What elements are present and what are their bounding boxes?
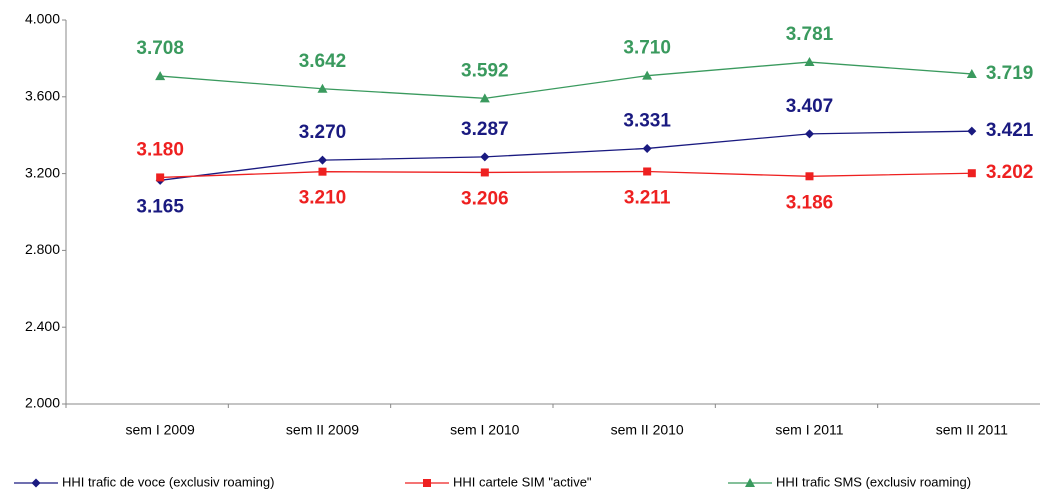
data-label: 3.180: [136, 139, 184, 160]
legend-label: HHI cartele SIM "active": [453, 474, 592, 489]
legend-marker: [31, 478, 41, 488]
x-tick-label: sem I 2011: [775, 422, 843, 438]
x-tick-label: sem II 2011: [936, 422, 1008, 438]
data-label: 3.407: [786, 96, 834, 117]
y-tick-label: 4.000: [25, 11, 60, 27]
point: [642, 70, 653, 80]
legend-label: HHI trafic SMS (exclusiv roaming): [776, 474, 971, 489]
point: [805, 172, 814, 181]
data-label: 3.642: [299, 51, 347, 72]
data-label: 3.331: [623, 110, 671, 131]
data-label: 3.719: [986, 63, 1034, 84]
point: [317, 155, 327, 165]
point: [967, 169, 976, 178]
point: [480, 152, 490, 162]
y-tick-label: 3.200: [25, 164, 60, 180]
series-line: [160, 130, 972, 181]
data-label: 3.592: [461, 60, 509, 81]
data-label: 3.781: [786, 24, 834, 45]
x-tick-label: sem II 2009: [286, 422, 359, 438]
point: [156, 173, 165, 182]
data-label: 3.710: [623, 38, 671, 59]
point: [318, 167, 327, 176]
point: [967, 126, 977, 136]
x-tick-label: sem I 2009: [126, 422, 195, 438]
series-line: [160, 170, 972, 179]
data-label: 3.210: [299, 188, 347, 209]
point: [804, 57, 815, 67]
data-label: 3.202: [986, 162, 1034, 183]
point: [479, 93, 490, 103]
data-label: 3.186: [786, 192, 834, 213]
y-tick-label: 3.600: [25, 88, 60, 104]
series-line: [160, 61, 972, 99]
data-label: 3.206: [461, 188, 509, 209]
x-tick-label: sem I 2010: [450, 422, 519, 438]
point: [804, 129, 814, 139]
point: [643, 167, 652, 176]
point: [317, 83, 328, 93]
data-label: 3.165: [136, 196, 184, 217]
point: [966, 68, 977, 78]
point: [642, 143, 652, 153]
point: [155, 71, 166, 81]
x-tick-label: sem II 2010: [611, 422, 684, 438]
y-tick-label: 2.000: [25, 395, 60, 411]
legend-marker: [745, 478, 755, 487]
legend-marker: [423, 479, 431, 487]
legend-label: HHI trafic de voce (exclusiv roaming): [62, 474, 274, 489]
data-label: 3.287: [461, 119, 509, 140]
y-tick-label: 2.800: [25, 241, 60, 257]
y-tick-label: 2.400: [25, 318, 60, 334]
data-label: 3.708: [136, 38, 184, 59]
data-label: 3.270: [299, 122, 347, 143]
data-label: 3.421: [986, 120, 1034, 141]
point: [480, 168, 489, 177]
data-label: 3.211: [624, 188, 671, 209]
